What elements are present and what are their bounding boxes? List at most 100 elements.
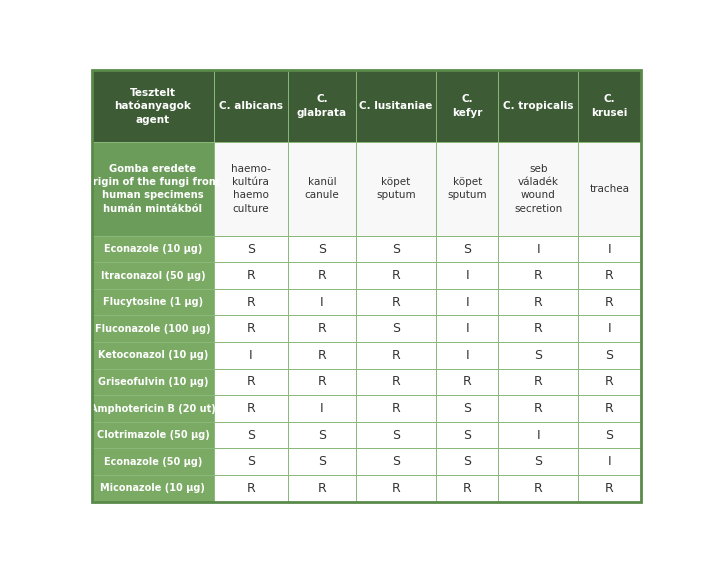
Text: R: R [392, 375, 400, 388]
Text: I: I [249, 349, 252, 362]
Bar [214, 70, 288, 142]
Bar [288, 368, 356, 395]
Text: R: R [392, 482, 400, 495]
Bar [288, 448, 356, 475]
Bar [288, 315, 356, 342]
Text: Clotrimazole (50 μg): Clotrimazole (50 μg) [97, 430, 209, 440]
Text: R: R [247, 269, 255, 282]
Text: R: R [534, 322, 543, 335]
Text: S: S [318, 428, 326, 441]
Text: R: R [463, 482, 472, 495]
Text: R: R [317, 322, 326, 335]
Bar [214, 475, 288, 501]
Text: C.
kefyr: C. kefyr [452, 95, 483, 118]
Bar [578, 262, 641, 289]
Text: R: R [392, 295, 400, 308]
Bar [92, 395, 214, 422]
Bar [92, 70, 214, 142]
Text: R: R [605, 295, 614, 308]
Bar [436, 70, 498, 142]
Text: S: S [247, 428, 255, 441]
Text: Gomba eredete
origin of the fungi from
human specimens
humán mintákból: Gomba eredete origin of the fungi from h… [87, 164, 220, 213]
Bar [436, 448, 498, 475]
Bar [288, 235, 356, 262]
Text: R: R [534, 482, 543, 495]
Text: R: R [534, 269, 543, 282]
Bar [92, 422, 214, 448]
Bar [356, 342, 436, 368]
Bar [356, 368, 436, 395]
Bar [436, 475, 498, 501]
Bar [288, 142, 356, 235]
Bar [436, 315, 498, 342]
Text: I: I [537, 242, 541, 255]
Bar [92, 235, 214, 262]
Text: S: S [392, 455, 400, 468]
Bar [498, 422, 578, 448]
Text: S: S [463, 242, 471, 255]
Bar [436, 289, 498, 315]
Bar [498, 395, 578, 422]
Text: seb
váladék
wound
secretion: seb váladék wound secretion [514, 164, 563, 213]
Bar [288, 342, 356, 368]
Text: R: R [247, 482, 255, 495]
Bar [214, 422, 288, 448]
Text: R: R [605, 482, 614, 495]
Text: S: S [463, 455, 471, 468]
Bar [498, 368, 578, 395]
Text: haemo-
kultúra
haemo
culture: haemo- kultúra haemo culture [231, 164, 271, 213]
Bar [498, 142, 578, 235]
Text: C.
krusei: C. krusei [591, 95, 628, 118]
Bar [214, 395, 288, 422]
Text: Miconazole (10 μg): Miconazole (10 μg) [101, 483, 205, 493]
Bar [356, 395, 436, 422]
Bar [214, 448, 288, 475]
Text: köpet
sputum: köpet sputum [448, 177, 487, 200]
Text: I: I [320, 295, 324, 308]
Text: trachea: trachea [590, 184, 630, 194]
Text: S: S [606, 349, 613, 362]
Bar [498, 475, 578, 501]
Text: Griseofulvin (10 μg): Griseofulvin (10 μg) [98, 377, 208, 387]
Bar [356, 262, 436, 289]
Bar [356, 448, 436, 475]
Bar [498, 262, 578, 289]
Text: I: I [465, 295, 469, 308]
Bar [214, 315, 288, 342]
Text: I: I [465, 269, 469, 282]
Text: R: R [392, 269, 400, 282]
Text: R: R [392, 349, 400, 362]
Text: Fluconazole (100 μg): Fluconazole (100 μg) [95, 324, 211, 334]
Bar [92, 448, 214, 475]
Bar [288, 262, 356, 289]
Bar [356, 142, 436, 235]
Text: R: R [247, 375, 255, 388]
Text: S: S [606, 428, 613, 441]
Bar [214, 368, 288, 395]
Bar [92, 315, 214, 342]
Bar [214, 342, 288, 368]
Text: I: I [608, 322, 611, 335]
Bar [436, 342, 498, 368]
Bar [578, 235, 641, 262]
Text: S: S [392, 242, 400, 255]
Text: S: S [392, 428, 400, 441]
Text: köpet
sputum: köpet sputum [376, 177, 416, 200]
Text: Ketoconazol (10 μg): Ketoconazol (10 μg) [98, 350, 208, 361]
Bar [288, 422, 356, 448]
Text: I: I [608, 242, 611, 255]
Bar [498, 289, 578, 315]
Text: R: R [534, 295, 543, 308]
Text: Econazole (50 μg): Econazole (50 μg) [104, 457, 202, 467]
Bar [578, 422, 641, 448]
Bar [214, 289, 288, 315]
Text: I: I [608, 455, 611, 468]
Bar [356, 70, 436, 142]
Bar [288, 475, 356, 501]
Text: I: I [465, 322, 469, 335]
Text: I: I [537, 428, 541, 441]
Bar [498, 70, 578, 142]
Text: S: S [318, 455, 326, 468]
Bar [436, 142, 498, 235]
Text: R: R [605, 269, 614, 282]
